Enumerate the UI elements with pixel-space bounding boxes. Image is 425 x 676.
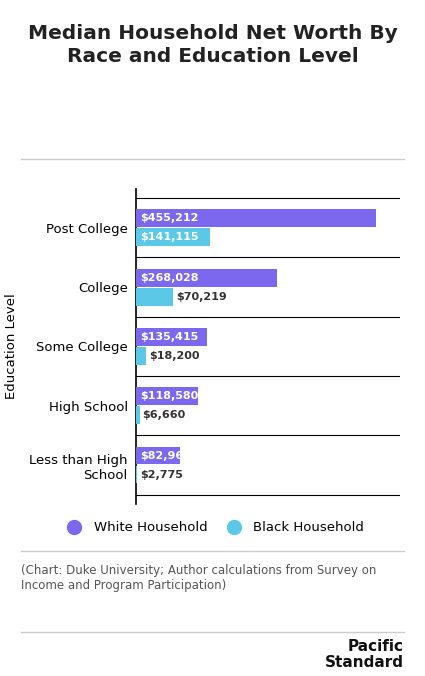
Y-axis label: Education Level: Education Level [5,293,18,400]
Text: $18,200: $18,200 [149,351,199,361]
Bar [136,447,180,464]
Bar [136,466,137,483]
Text: $82,968: $82,968 [140,451,191,460]
Bar [136,347,146,365]
Legend: White Household, Black Household: White Household, Black Household [55,516,370,539]
Text: $6,660: $6,660 [143,410,186,420]
Bar [136,228,210,246]
Text: (Chart: Duke University; Author calculations from Survey on
Income and Program P: (Chart: Duke University; Author calculat… [21,564,377,592]
Text: $118,580: $118,580 [140,391,198,402]
Bar [136,269,277,287]
Text: $2,775: $2,775 [141,470,184,479]
Bar [136,387,198,405]
Bar [136,288,173,306]
Text: $141,115: $141,115 [140,233,199,242]
Text: $135,415: $135,415 [140,332,198,342]
Text: $70,219: $70,219 [176,291,227,301]
Text: Pacific
Standard: Pacific Standard [325,639,404,670]
Text: $455,212: $455,212 [140,214,198,223]
Bar [136,328,207,346]
Text: Median Household Net Worth By
Race and Education Level: Median Household Net Worth By Race and E… [28,24,397,66]
Bar [136,406,139,424]
Text: $268,028: $268,028 [140,272,199,283]
Bar [136,210,376,227]
